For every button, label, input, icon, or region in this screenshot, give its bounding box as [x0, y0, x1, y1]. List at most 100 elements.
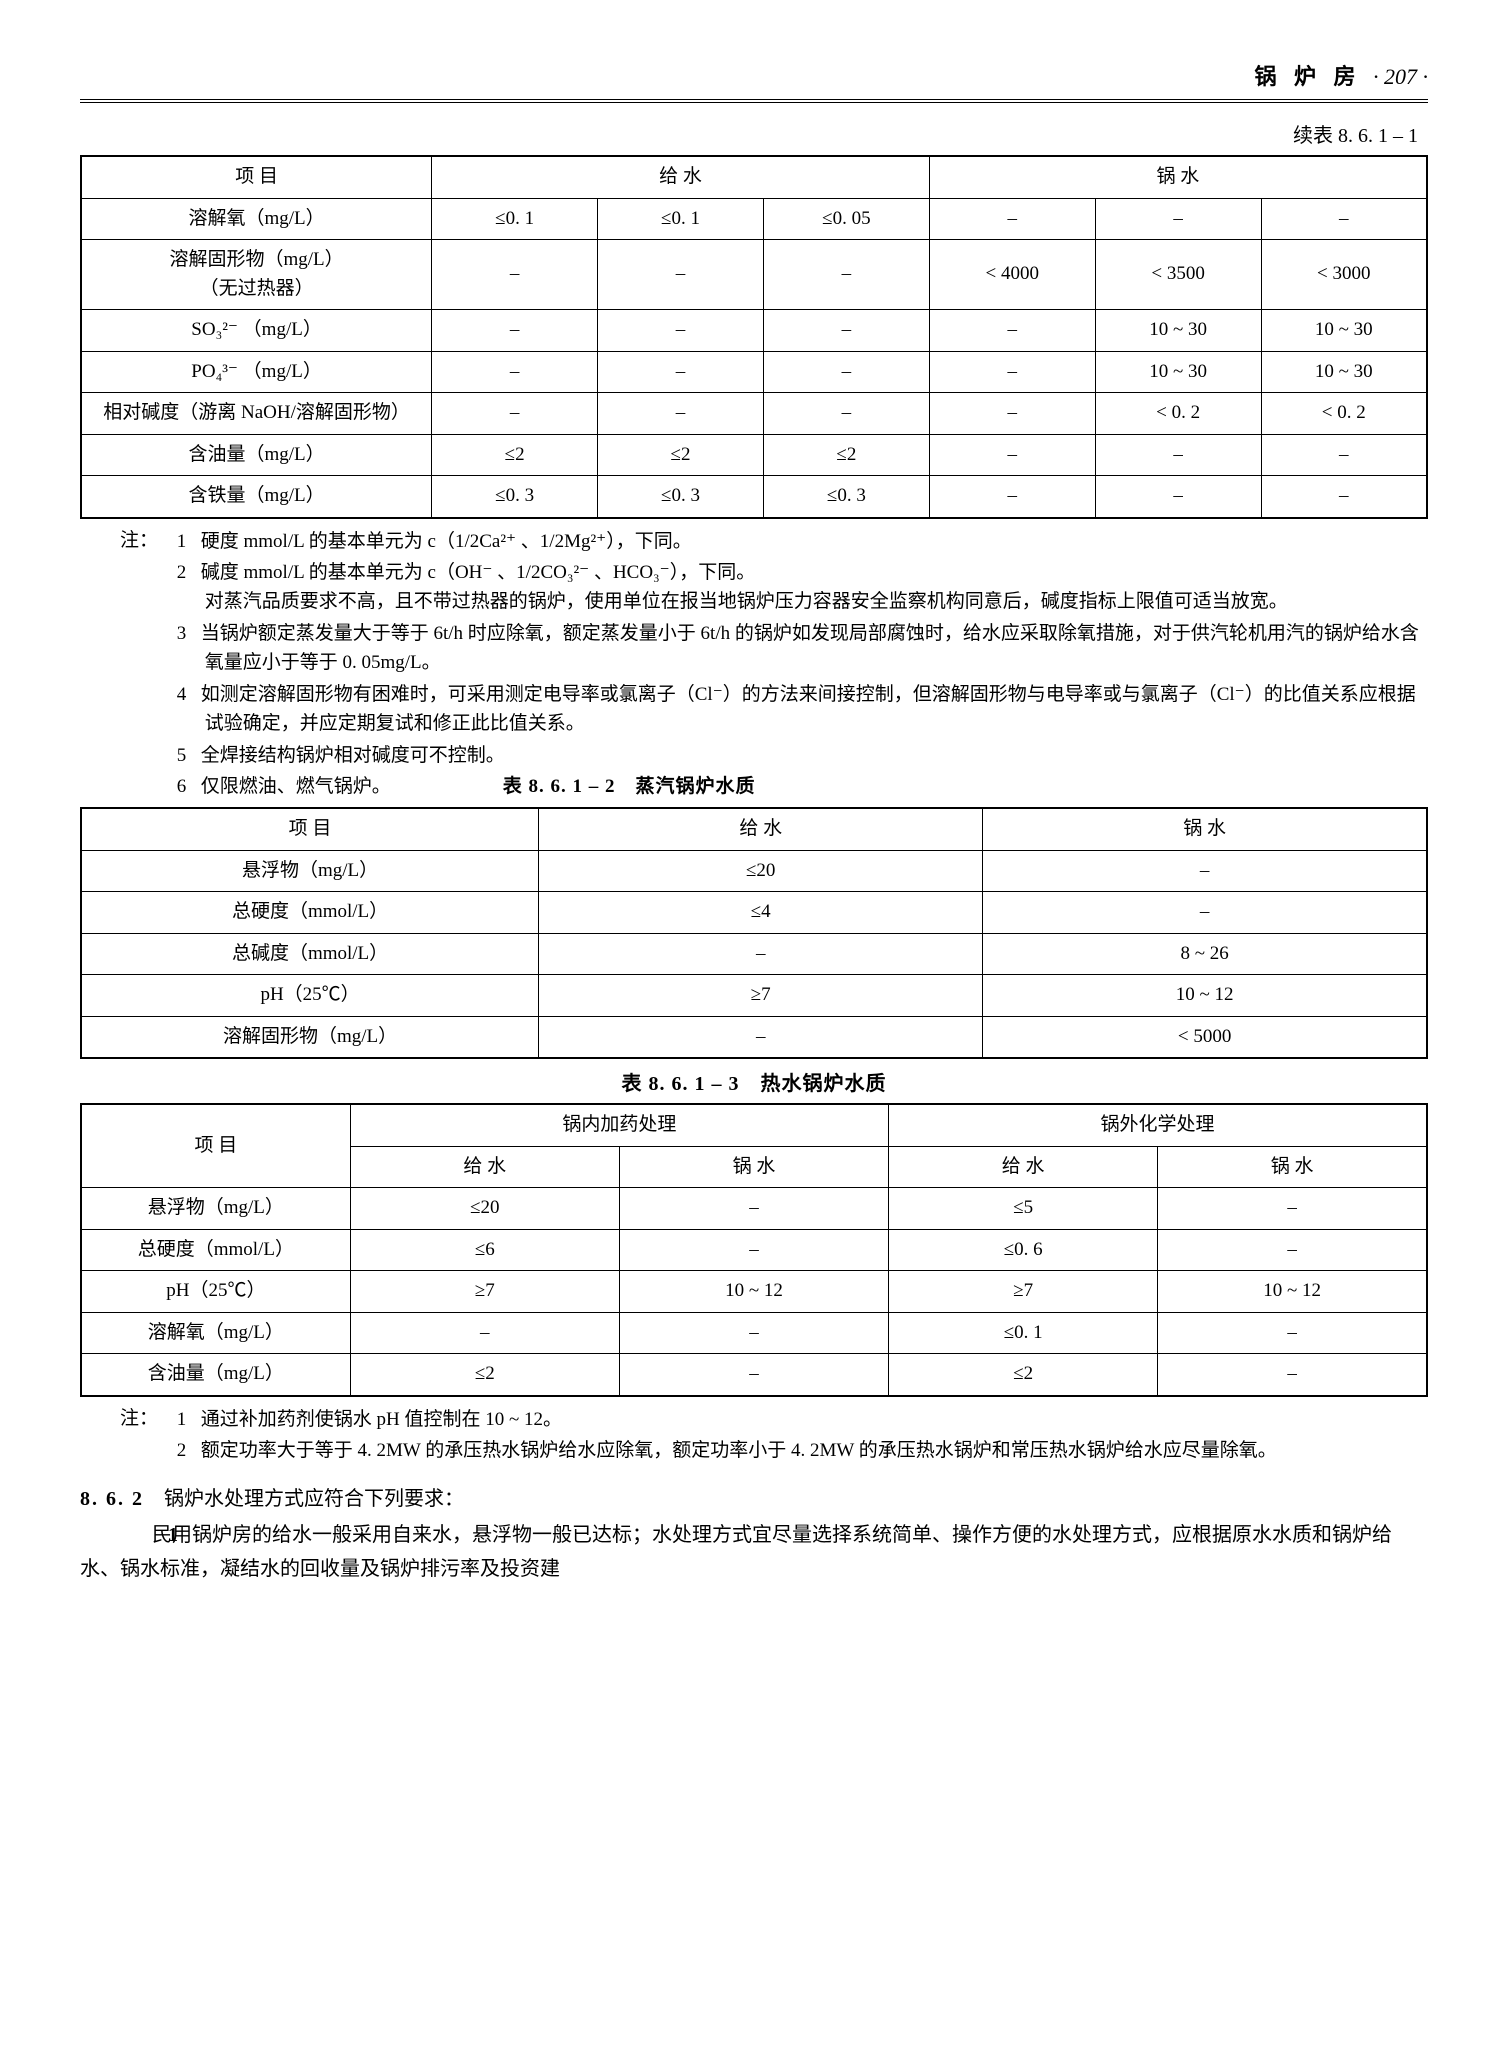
row-label: 总硬度（mmol/L） — [81, 1229, 350, 1271]
cell: ≤2 — [889, 1354, 1158, 1396]
cell: 10 ~ 12 — [1158, 1271, 1427, 1313]
cell: ≤0. 3 — [598, 476, 764, 518]
cell: ≤4 — [539, 892, 983, 934]
col-item: 项 目 — [81, 808, 539, 850]
col-feed2: 给 水 — [889, 1146, 1158, 1188]
cell: – — [619, 1312, 888, 1354]
table-row: 含铁量（mg/L）≤0. 3≤0. 3≤0. 3––– — [81, 476, 1427, 518]
cell: ≤2 — [763, 434, 929, 476]
col-grp2: 锅外化学处理 — [889, 1104, 1427, 1146]
row-label: PO₄³⁻ （mg/L） — [81, 351, 432, 393]
row-label: 总硬度（mmol/L） — [81, 892, 539, 934]
cell: – — [929, 198, 1095, 240]
col-item: 项 目 — [81, 1104, 350, 1188]
note-item: 1硬度 mmol/L 的基本单元为 c（1/2Ca²⁺ 、1/2Mg²⁺），下同… — [177, 527, 1425, 556]
notes-lead: 注： — [120, 527, 172, 556]
table-row: 溶解固形物（mg/L）（无过热器）–––< 4000< 3500< 3000 — [81, 240, 1427, 310]
cell: ≤2 — [350, 1354, 619, 1396]
cell: – — [598, 393, 764, 435]
note-item: 2额定功率大于等于 4. 2MW 的承压热水锅炉给水应除氧，额定功率小于 4. … — [177, 1436, 1425, 1465]
table3-caption: 表 8. 6. 1 – 3 热水锅炉水质 — [80, 1069, 1428, 1099]
table-row: 项 目 锅内加药处理 锅外化学处理 — [81, 1104, 1427, 1146]
cell: < 0. 2 — [1261, 393, 1427, 435]
cell: ≥7 — [350, 1271, 619, 1313]
cell: – — [929, 476, 1095, 518]
cell: – — [1095, 476, 1261, 518]
table-row: 项 目 给 水 锅 水 — [81, 156, 1427, 198]
cell: – — [619, 1229, 888, 1271]
table-row: 含油量（mg/L）≤2≤2≤2––– — [81, 434, 1427, 476]
cell: – — [1095, 434, 1261, 476]
cell: ≤0. 3 — [432, 476, 598, 518]
row-label: pH（25℃） — [81, 975, 539, 1017]
col-item: 项 目 — [81, 156, 432, 198]
cell: ≤20 — [350, 1188, 619, 1230]
cell: – — [619, 1188, 888, 1230]
table-row: 项 目 给 水 锅 水 — [81, 808, 1427, 850]
cell: – — [1158, 1229, 1427, 1271]
cell: < 0. 2 — [1095, 393, 1261, 435]
col-feed1: 给 水 — [350, 1146, 619, 1188]
cell: < 5000 — [983, 1016, 1427, 1058]
table-row: 溶解氧（mg/L）≤0. 1≤0. 1≤0. 05––– — [81, 198, 1427, 240]
row-label: 含油量（mg/L） — [81, 434, 432, 476]
cell: – — [929, 310, 1095, 352]
table2-caption: 表 8. 6. 1 – 2 蒸汽锅炉水质 — [531, 772, 756, 801]
col-feed: 给 水 — [432, 156, 930, 198]
table-row: pH（25℃）≥710 ~ 12 — [81, 975, 1427, 1017]
cell: ≤0. 1 — [889, 1312, 1158, 1354]
notes-list: 1硬度 mmol/L 的基本单元为 c（1/2Ca²⁺ 、1/2Mg²⁺），下同… — [177, 527, 1425, 804]
section-number: 8. 6. 2 — [80, 1488, 144, 1510]
cell: – — [1158, 1312, 1427, 1354]
cell: 10 ~ 30 — [1261, 351, 1427, 393]
table-row: 悬浮物（mg/L）≤20–≤5– — [81, 1188, 1427, 1230]
note-item: 2碱度 mmol/L 的基本单元为 c（OH⁻ 、1/2CO₃²⁻ 、HCO₃⁻… — [177, 558, 1425, 617]
cell: ≤0. 1 — [598, 198, 764, 240]
note-item: 4如测定溶解固形物有困难时，可采用测定电导率或氯离子（Cl⁻）的方法来间接控制，… — [177, 680, 1425, 739]
table1-notes: 注： 1硬度 mmol/L 的基本单元为 c（1/2Ca²⁺ 、1/2Mg²⁺）… — [120, 527, 1428, 804]
note-item: 5全焊接结构锅炉相对碱度可不控制。 — [177, 741, 1425, 770]
col-boiler2: 锅 水 — [1158, 1146, 1427, 1188]
cell: – — [1095, 198, 1261, 240]
cell: 10 ~ 12 — [619, 1271, 888, 1313]
cell: ≤20 — [539, 850, 983, 892]
row-label: 相对碱度（游离 NaOH/溶解固形物） — [81, 393, 432, 435]
table3-notes: 注： 1通过补加药剂使锅水 pH 值控制在 10 ~ 12。2额定功率大于等于 … — [120, 1405, 1428, 1468]
row-label: pH（25℃） — [81, 1271, 350, 1313]
table-row: 含油量（mg/L）≤2–≤2– — [81, 1354, 1427, 1396]
note-item: 6仅限燃油、燃气锅炉。表 8. 6. 1 – 2 蒸汽锅炉水质 — [177, 772, 1425, 801]
cell: 10 ~ 30 — [1095, 351, 1261, 393]
note-item: 1通过补加药剂使锅水 pH 值控制在 10 ~ 12。 — [177, 1405, 1425, 1434]
cell: – — [350, 1312, 619, 1354]
cell: ≤0. 05 — [763, 198, 929, 240]
note-item: 3当锅炉额定蒸发量大于等于 6t/h 时应除氧，额定蒸发量小于 6t/h 的锅炉… — [177, 619, 1425, 678]
row-label: 含油量（mg/L） — [81, 1354, 350, 1396]
row-label: 总碱度（mmol/L） — [81, 933, 539, 975]
cell: – — [983, 892, 1427, 934]
cell: ≤6 — [350, 1229, 619, 1271]
cell: ≤0. 1 — [432, 198, 598, 240]
cell: 10 ~ 30 — [1261, 310, 1427, 352]
cell: – — [598, 351, 764, 393]
header-title: 锅 炉 房 — [1254, 64, 1361, 89]
cell: ≤5 — [889, 1188, 1158, 1230]
cell: ≤2 — [432, 434, 598, 476]
section-item: 1民用锅炉房的给水一般采用自来水，悬浮物一般已达标；水处理方式宜尽量选择系统简单… — [80, 1518, 1428, 1586]
col-boiler: 锅 水 — [929, 156, 1427, 198]
cell: ≤0. 6 — [889, 1229, 1158, 1271]
cell: < 4000 — [929, 240, 1095, 310]
cell: – — [598, 310, 764, 352]
cell: – — [763, 351, 929, 393]
row-label: 溶解固形物（mg/L） — [81, 1016, 539, 1058]
table-row: 溶解固形物（mg/L）–< 5000 — [81, 1016, 1427, 1058]
cell: – — [432, 240, 598, 310]
row-label: SO₃²⁻ （mg/L） — [81, 310, 432, 352]
row-label: 含铁量（mg/L） — [81, 476, 432, 518]
cell: 8 ~ 26 — [983, 933, 1427, 975]
cell: – — [1158, 1354, 1427, 1396]
item-text: 民用锅炉房的给水一般采用自来水，悬浮物一般已达标；水处理方式宜尽量选择系统简单、… — [80, 1524, 1392, 1580]
cell: – — [983, 850, 1427, 892]
cell: – — [619, 1354, 888, 1396]
col-grp1: 锅内加药处理 — [350, 1104, 888, 1146]
cell: – — [929, 434, 1095, 476]
